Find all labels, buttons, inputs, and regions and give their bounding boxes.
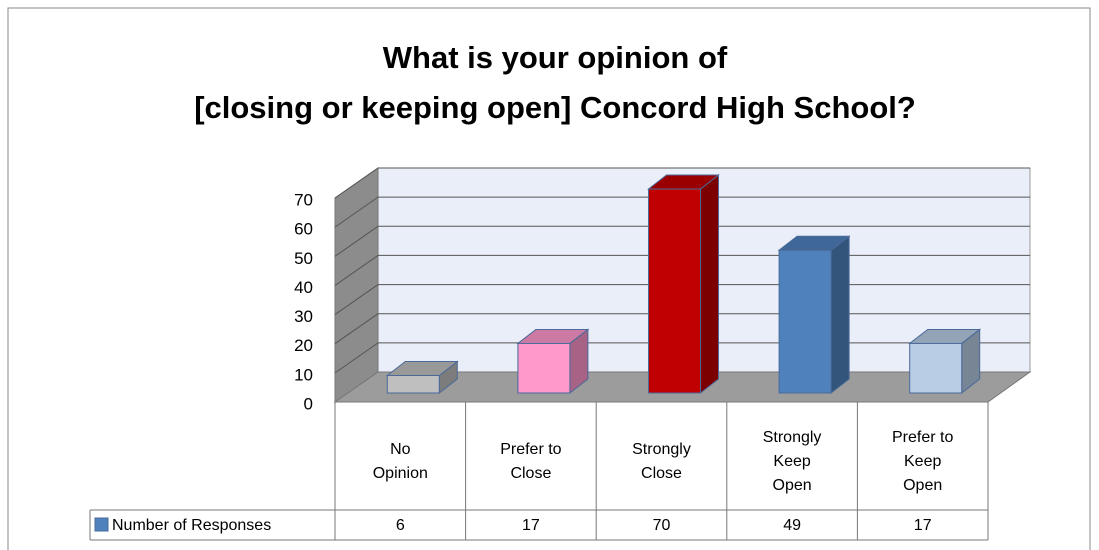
x-tick-label: Strongly Close <box>596 414 727 510</box>
grid-line <box>334 167 379 199</box>
bar-side <box>830 235 850 395</box>
table-value: 49 <box>783 517 801 534</box>
grid-line <box>334 255 379 286</box>
grid-line <box>334 313 379 345</box>
y-tick-label: 40 <box>294 278 313 297</box>
y-tick-label: 70 <box>294 190 313 209</box>
x-tick-label: Prefer to Close <box>466 414 597 510</box>
grid-line <box>334 196 379 228</box>
legend-label: Number of Responses <box>112 517 271 534</box>
x-tick-label: No Opinion <box>335 414 466 510</box>
grid-line <box>334 342 379 374</box>
bar <box>648 188 701 394</box>
side-wall <box>334 167 379 403</box>
category-text: Prefer to Close <box>500 441 562 482</box>
y-tick-label: 60 <box>294 220 313 239</box>
grid-line <box>334 225 379 257</box>
table-value: 70 <box>653 517 671 534</box>
bar <box>517 342 571 394</box>
x-tick-label: Prefer to Keep Open <box>857 414 988 510</box>
category-text: No Opinion <box>372 441 428 482</box>
y-tick-label: 0 <box>304 394 313 413</box>
x-tick-label: Strongly Keep Open <box>727 414 858 510</box>
y-tick-label: 30 <box>294 307 313 326</box>
y-tick-label: 50 <box>294 249 313 268</box>
bar-side <box>700 173 719 395</box>
bar <box>386 375 440 394</box>
table-value: 6 <box>396 517 405 534</box>
bar <box>778 249 832 394</box>
y-tick-label: 10 <box>294 365 313 384</box>
table-value: 17 <box>522 517 540 534</box>
grid-line <box>334 284 379 315</box>
y-tick-label: 20 <box>294 336 313 355</box>
legend-marker <box>94 517 109 532</box>
chart-title: What is your opinion of <box>383 40 728 75</box>
bar <box>909 342 963 394</box>
chart-title: [closing or keeping open] Concord High S… <box>194 90 916 125</box>
category-text: Strongly Close <box>632 441 691 482</box>
table-value: 17 <box>914 517 932 534</box>
category-text: Strongly Keep Open <box>762 429 822 494</box>
category-text: Prefer to Keep Open <box>892 429 954 494</box>
